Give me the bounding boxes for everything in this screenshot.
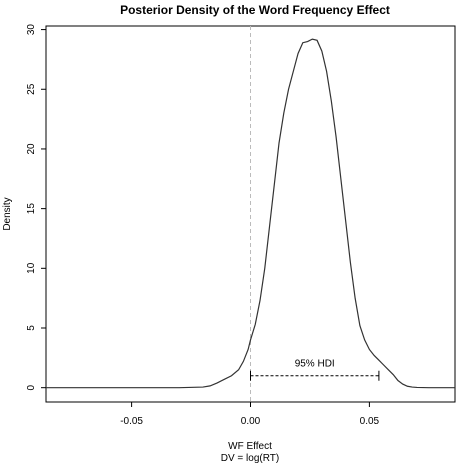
- y-axis-label: Density: [2, 197, 13, 230]
- x-tick-label: -0.05: [120, 416, 143, 427]
- y-tick-label: 20: [26, 143, 37, 155]
- hdi-interval: 95% HDI: [250, 359, 380, 381]
- x-tick-label: 0.00: [241, 416, 261, 427]
- y-axis: 0 5 10 15 20 25 30: [26, 24, 46, 390]
- chart-title: Posterior Density of the Word Frequency …: [120, 3, 390, 17]
- y-tick-label: 10: [26, 262, 37, 274]
- y-tick-label: 0: [26, 384, 37, 390]
- y-tick-label: 25: [26, 83, 37, 95]
- density-curve: [46, 38, 455, 389]
- x-tick-label: 0.05: [360, 416, 380, 427]
- x-axis: -0.05 0.00 0.05: [120, 402, 380, 427]
- hdi-label: 95% HDI: [295, 359, 335, 370]
- x-axis-label-line2: DV = log(RT): [221, 453, 279, 464]
- y-tick-label: 15: [26, 203, 37, 215]
- y-tick-label: 5: [26, 325, 37, 331]
- x-axis-label: WF Effect: [228, 441, 272, 452]
- y-tick-label: 30: [26, 24, 37, 36]
